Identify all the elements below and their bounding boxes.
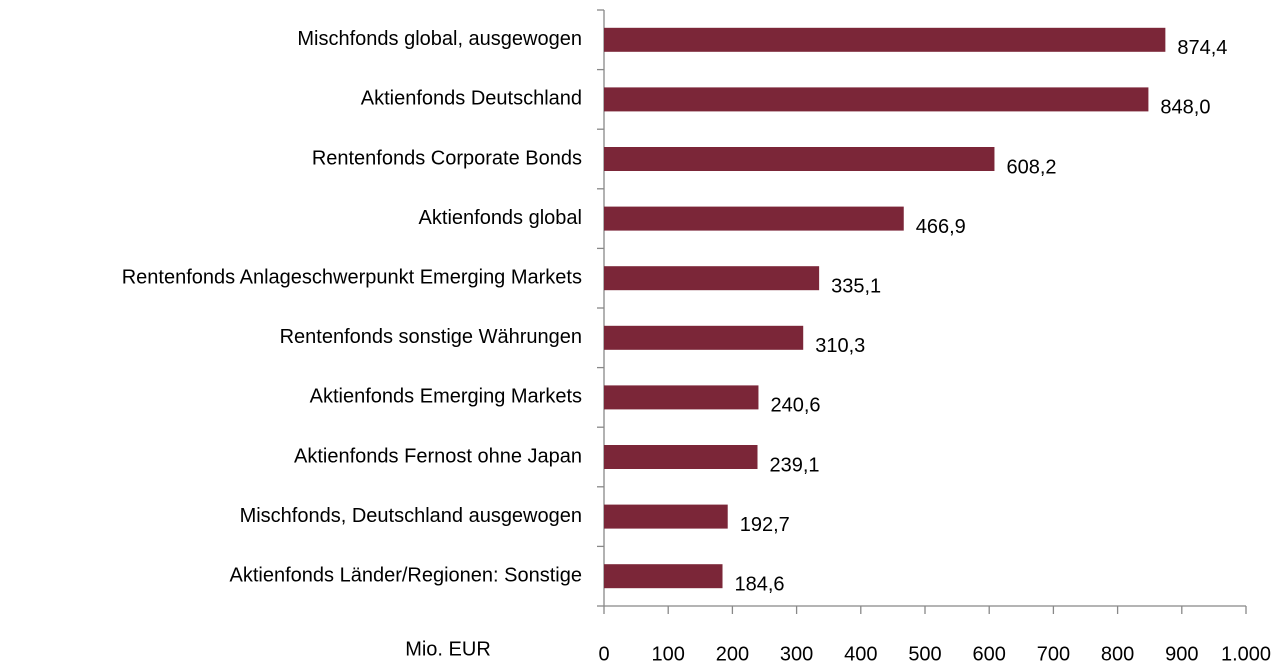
x-axis-label: Mio. EUR bbox=[405, 638, 491, 660]
value-label: 192,7 bbox=[740, 514, 790, 536]
y-tick-label: Rentenfonds sonstige Währungen bbox=[280, 326, 582, 348]
y-tick-label: Aktienfonds Fernost ohne Japan bbox=[294, 445, 582, 467]
value-label: 240,6 bbox=[770, 395, 820, 417]
value-label: 335,1 bbox=[831, 275, 881, 297]
value-label: 874,4 bbox=[1177, 37, 1227, 59]
x-tick-label: 400 bbox=[844, 643, 877, 665]
value-label: 466,9 bbox=[916, 216, 966, 238]
value-label: 848,0 bbox=[1160, 97, 1210, 119]
bar bbox=[604, 206, 904, 231]
y-tick-label: Aktienfonds Deutschland bbox=[361, 88, 582, 110]
y-tick-label: Rentenfonds Anlageschwerpunkt Emerging M… bbox=[122, 266, 582, 288]
x-tick-label: 100 bbox=[652, 643, 685, 665]
bar bbox=[604, 564, 723, 589]
bar bbox=[604, 87, 1149, 112]
x-tick-label: 1.000 bbox=[1221, 643, 1271, 665]
bar bbox=[604, 445, 758, 469]
value-label: 608,2 bbox=[1006, 156, 1056, 178]
y-tick-label: Mischfonds global, ausgewogen bbox=[297, 28, 582, 50]
y-tick-label: Rentenfonds Corporate Bonds bbox=[312, 147, 582, 169]
x-tick-label: 200 bbox=[716, 643, 749, 665]
x-tick-label: 300 bbox=[780, 643, 813, 665]
x-tick-label: 0 bbox=[598, 643, 609, 665]
x-tick-label: 500 bbox=[908, 643, 941, 665]
value-label: 239,1 bbox=[770, 454, 820, 476]
bar bbox=[604, 27, 1166, 52]
bar bbox=[604, 266, 820, 291]
value-label: 184,6 bbox=[735, 573, 785, 595]
y-tick-label: Mischfonds, Deutschland ausgewogen bbox=[240, 505, 582, 527]
x-tick-label: 800 bbox=[1101, 643, 1134, 665]
x-tick-label: 900 bbox=[1165, 643, 1198, 665]
y-tick-label: Aktienfonds Emerging Markets bbox=[310, 386, 582, 408]
x-tick-label: 600 bbox=[973, 643, 1006, 665]
bar bbox=[604, 325, 804, 350]
y-tick-label: Aktienfonds Länder/Regionen: Sonstige bbox=[230, 564, 582, 586]
bar bbox=[604, 147, 995, 171]
bar bbox=[604, 385, 759, 410]
x-tick-label: 700 bbox=[1037, 643, 1070, 665]
y-tick-label: Aktienfonds global bbox=[419, 207, 582, 229]
value-label: 310,3 bbox=[815, 335, 865, 357]
bar bbox=[604, 504, 728, 529]
